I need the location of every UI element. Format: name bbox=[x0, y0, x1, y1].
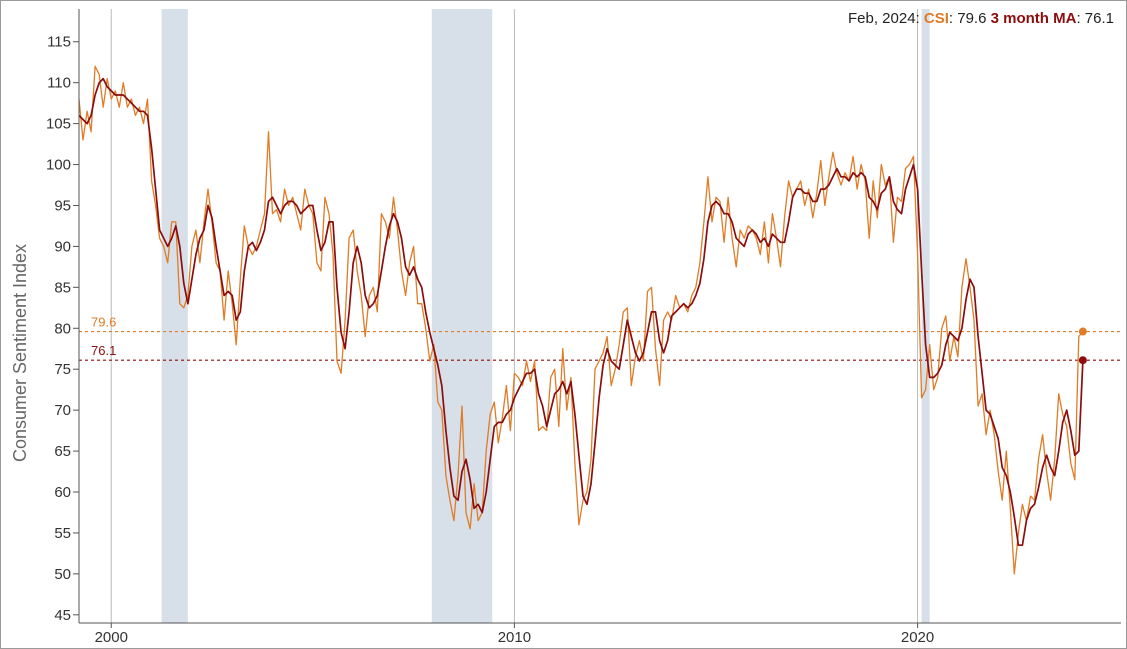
y-tick-label-100: 100 bbox=[46, 157, 71, 174]
y-tick-label-105: 105 bbox=[46, 116, 71, 133]
y-tick-label-70: 70 bbox=[54, 402, 71, 419]
readout-date: Feb, 2024 bbox=[847, 10, 916, 27]
y-tick-label-95: 95 bbox=[54, 197, 71, 214]
readout-ma-value: 76.1 bbox=[1084, 10, 1114, 27]
ref-label-csi: 79.6 bbox=[91, 315, 116, 330]
y-tick-label-60: 60 bbox=[54, 484, 71, 501]
y-tick-label-65: 65 bbox=[54, 443, 71, 460]
recession-bands bbox=[161, 9, 930, 623]
y-tick-label-55: 55 bbox=[54, 525, 71, 542]
series-line-csi bbox=[78, 65, 1084, 575]
y-tick-label-50: 50 bbox=[54, 566, 71, 583]
x-tick-label-2000: 2000 bbox=[95, 629, 128, 646]
recession-band-2 bbox=[431, 9, 493, 623]
readout-ma-label: 3 month MA bbox=[990, 10, 1077, 27]
y-tick-label-115: 115 bbox=[47, 34, 71, 51]
y-tick-label-45: 45 bbox=[54, 607, 71, 624]
recession-band-3 bbox=[921, 9, 930, 623]
y-axis-title: Consumer Sentiment Index bbox=[10, 244, 30, 462]
series-line-ma bbox=[78, 77, 1084, 547]
endpoint-dot-ma bbox=[1078, 356, 1087, 365]
decade-lines bbox=[110, 9, 919, 623]
y-tick-label-110: 110 bbox=[47, 75, 71, 92]
y-tick-label-75: 75 bbox=[54, 361, 71, 378]
x-tick-label-2010: 2010 bbox=[498, 629, 531, 646]
endpoint-dot-csi bbox=[1078, 327, 1087, 336]
y-tick-label-80: 80 bbox=[54, 320, 71, 337]
readout-csi-value: 79.6 bbox=[957, 10, 987, 27]
readout-csi-label: CSI bbox=[923, 10, 949, 27]
y-tick-label-85: 85 bbox=[54, 279, 71, 296]
series-layer bbox=[78, 65, 1087, 575]
axes: 45 50 55 60 65 70 75 80 85 90 95 100 105 110 115 2000 20… bbox=[46, 9, 1121, 646]
y-tick-label-90: 90 bbox=[54, 238, 71, 255]
recession-band-1 bbox=[161, 9, 188, 623]
reference-lines: 79.6 76.1 bbox=[79, 315, 1121, 361]
ref-label-ma: 76.1 bbox=[91, 343, 116, 358]
value-readout: Feb, 2024: CSI: 79.6 3 month MA: 76.1 bbox=[847, 10, 1114, 27]
x-tick-label-2020: 2020 bbox=[901, 629, 934, 646]
